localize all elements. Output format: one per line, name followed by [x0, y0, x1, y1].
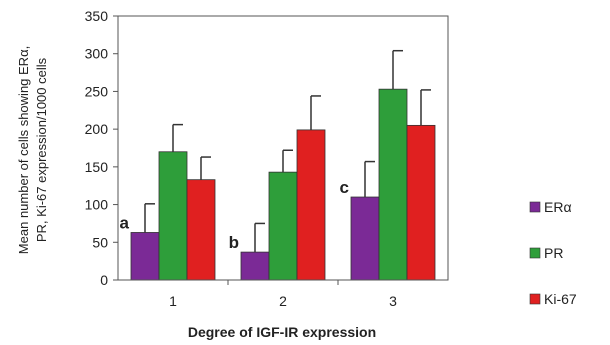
annotation-label: c	[340, 178, 349, 197]
bar-er-1	[130, 232, 160, 281]
y-axis-title-line1: Mean number of cells showing ERα,	[16, 46, 31, 254]
y-tick-label: 350	[85, 8, 109, 24]
bar-er-3	[350, 196, 380, 281]
legend-swatch	[529, 293, 541, 305]
y-axis-title-line2: PR, Ki-67 expression/1000 cells	[34, 57, 49, 242]
y-axis-title: Mean number of cells showing ERα, PR, Ki…	[16, 46, 49, 254]
plot-frame	[117, 15, 449, 281]
bar-ki67-1	[186, 179, 216, 281]
annotation-label: b	[229, 233, 239, 252]
legend-label: Ki-67	[544, 291, 577, 307]
bar-ki67-3	[406, 124, 436, 281]
x-tick-label: 3	[389, 293, 397, 309]
y-tick-label: 100	[85, 197, 109, 213]
legend-swatch	[529, 247, 541, 259]
y-tick-label: 150	[85, 159, 109, 175]
y-tick-label: 250	[85, 83, 109, 99]
x-axis-title: Degree of IGF-IR expression	[188, 324, 376, 340]
bar-er-2	[240, 251, 270, 281]
y-tick-label: 300	[85, 46, 109, 62]
legend-label: PR	[544, 245, 563, 261]
legend-swatch	[529, 201, 541, 213]
bar-pr-2	[268, 171, 298, 281]
bar-pr-1	[158, 151, 188, 281]
y-tick-label: 200	[85, 121, 109, 137]
x-tick-label: 1	[169, 293, 177, 309]
bar-ki67-2	[296, 129, 326, 281]
annotation-label: a	[120, 213, 130, 232]
bar-pr-3	[378, 88, 408, 281]
legend-label: ERα	[544, 199, 572, 215]
y-tick-label: 0	[100, 272, 108, 288]
x-tick-label: 2	[279, 293, 287, 309]
y-tick-label: 50	[92, 234, 108, 250]
